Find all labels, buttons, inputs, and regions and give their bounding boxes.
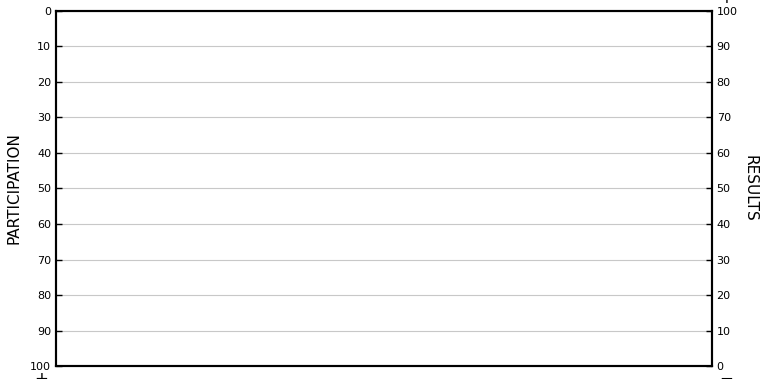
Text: −: −: [720, 370, 733, 379]
Text: +: +: [720, 0, 733, 7]
Y-axis label: RESULTS: RESULTS: [742, 155, 757, 222]
Text: −: −: [34, 0, 48, 7]
Y-axis label: PARTICIPATION: PARTICIPATION: [7, 133, 22, 244]
Text: +: +: [34, 370, 48, 379]
